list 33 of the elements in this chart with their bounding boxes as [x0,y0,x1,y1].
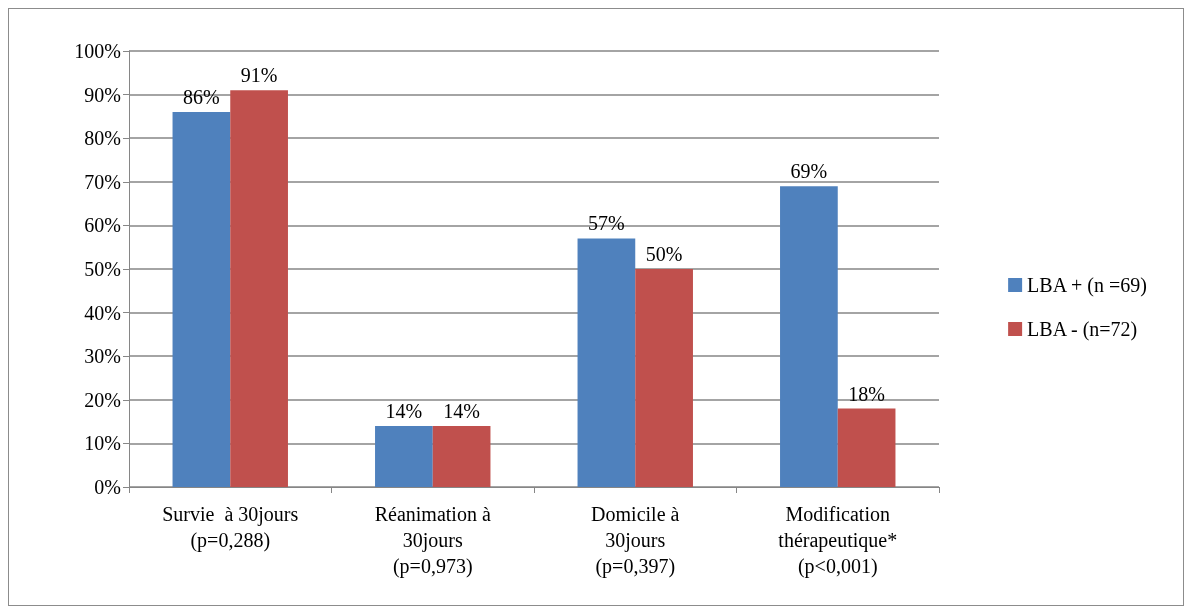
x-tick-label: Réanimation à 30jours (p=0,973) [374,503,491,578]
bar [780,186,838,487]
x-tick-label: Survie à 30jours (p=0,288) [162,503,299,552]
bar [432,425,491,487]
data-label: 18% [848,382,885,405]
bar [230,90,288,487]
bar [172,112,231,487]
y-tick-label: 100% [74,40,121,62]
data-label: 14% [385,399,423,422]
y-tick-label: 10% [84,432,121,455]
bar [635,269,693,487]
data-label: 91% [240,64,278,87]
data-label: 86% [183,86,220,109]
data-label: 14% [443,399,480,422]
bar [837,408,896,487]
y-tick-label: 20% [84,388,121,411]
y-tick-label: 40% [84,301,121,324]
data-label: 50% [645,243,683,265]
data-label: 57% [588,212,625,235]
y-tick-label: 70% [84,170,121,193]
x-tick-label: Domicile à 30jours (p=0,397) [591,503,680,578]
bar [577,238,636,487]
y-tick-label: 80% [84,127,121,150]
data-label: 69% [790,160,828,183]
x-tick-label: Modification thérapeutique* (p<0,001) [778,503,898,578]
bar [375,425,433,487]
y-tick-label: 30% [84,345,121,368]
y-tick-label: 0% [94,476,121,498]
y-tick-label: 90% [84,83,121,106]
legend-label: LBA - (n=72) [1027,318,1138,341]
y-tick-label: 60% [84,214,121,237]
y-tick-label: 50% [84,258,121,280]
legend-label: LBA + (n =69) [1027,274,1147,297]
